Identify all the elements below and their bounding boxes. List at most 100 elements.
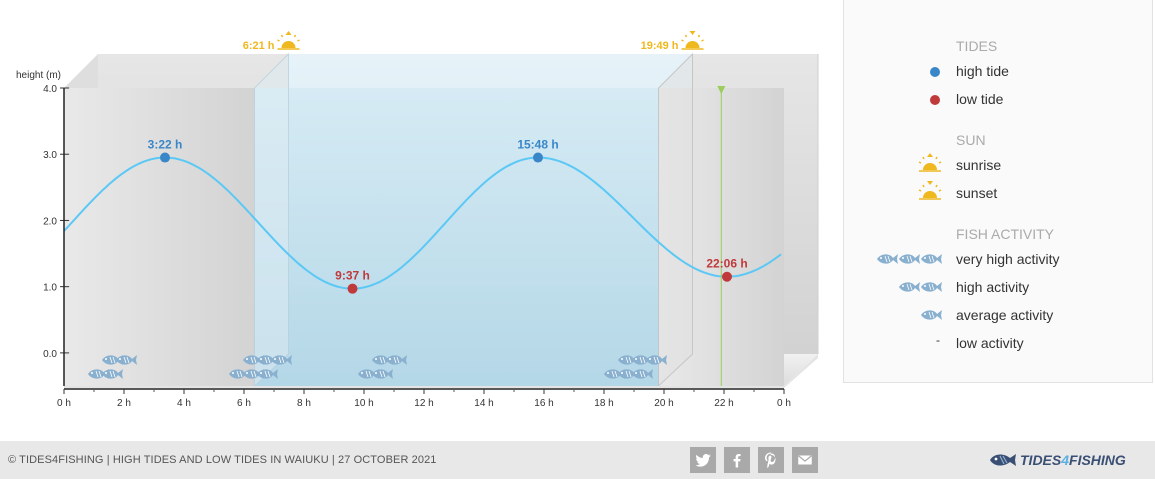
fish-icon bbox=[618, 369, 639, 379]
fish-icon bbox=[899, 282, 942, 292]
legend-sunrise-label: sunrise bbox=[956, 157, 1002, 173]
low-activity-symbol: - bbox=[936, 333, 940, 347]
legend-low-activity: - low activity bbox=[844, 333, 1154, 355]
tide-time-label: 3:22 h bbox=[148, 138, 183, 152]
low-tide-point bbox=[347, 283, 358, 294]
x-tick-label: 12 h bbox=[414, 398, 433, 409]
email-icon bbox=[798, 455, 812, 465]
legend-high-tide: high tide bbox=[844, 61, 1154, 83]
fish-icon bbox=[229, 369, 250, 379]
fish-icon bbox=[243, 355, 264, 365]
fish-icon bbox=[358, 369, 379, 379]
x-tick-label: 6 h bbox=[237, 398, 251, 409]
facebook-share-button[interactable] bbox=[724, 447, 750, 473]
fish-logo-icon: TIDES4FISHING bbox=[990, 452, 1126, 468]
fish-activity-layer bbox=[88, 355, 667, 379]
high-tide-point bbox=[160, 152, 171, 163]
fish-icon bbox=[921, 282, 942, 292]
fish-icon bbox=[243, 369, 264, 379]
x-tick-label: 4 h bbox=[177, 398, 191, 409]
x-tick-label: 16 h bbox=[534, 398, 553, 409]
fish-icon bbox=[618, 355, 639, 365]
y-tick-label: 1.0 bbox=[43, 283, 57, 294]
fish-icon bbox=[877, 254, 942, 264]
legend-fish-heading: FISH ACTIVITY bbox=[956, 226, 1055, 242]
legend-sunset-label: sunset bbox=[956, 185, 998, 201]
y-tick-label: 4.0 bbox=[43, 84, 57, 95]
sunset-time-label: 19:49 h bbox=[641, 40, 679, 52]
legend-low-tide-label: low tide bbox=[956, 91, 1004, 107]
brand-text: TIDES4FISHING bbox=[1020, 452, 1126, 468]
fish-icon bbox=[899, 282, 920, 292]
y-tick-label: 2.0 bbox=[43, 216, 57, 227]
night-front-panel bbox=[64, 88, 255, 386]
chart-axes: height (m) 4.0 3.0 2.0 1.0 0.0 0 h 2 h 4 h 6 h 8 … bbox=[16, 70, 791, 409]
sunrise-divider-plane bbox=[254, 52, 289, 388]
tide-curve bbox=[63, 156, 782, 290]
sunrise-icon bbox=[918, 153, 942, 172]
fish-icon bbox=[877, 254, 898, 264]
low-tide-dot-icon bbox=[930, 95, 940, 105]
legend-low-label: low activity bbox=[956, 335, 1024, 351]
sunrise-time-label: 6:21 h bbox=[243, 40, 275, 52]
fish-icon bbox=[116, 355, 137, 365]
legend-average-activity: average activity bbox=[844, 305, 1154, 327]
fish-icon bbox=[386, 355, 407, 365]
facebook-icon bbox=[733, 454, 741, 468]
fish-icon bbox=[257, 355, 278, 365]
sunset-divider-plane bbox=[658, 52, 694, 388]
x-tick-label: 20 h bbox=[654, 398, 673, 409]
email-share-button[interactable] bbox=[792, 447, 818, 473]
legend-low-tide: low tide bbox=[844, 89, 1154, 111]
fish-icon bbox=[646, 355, 667, 365]
fish-icon bbox=[604, 369, 625, 379]
high-tide-dot-icon bbox=[930, 67, 940, 77]
y-axis-title: height (m) bbox=[16, 70, 61, 81]
tide-curve-layer bbox=[63, 152, 782, 294]
legend-very-high-label: very high activity bbox=[956, 251, 1060, 267]
chart-labels: 3:22 h 9:37 h 15:48 h 22:06 h 6:21 h 19:49 h bbox=[148, 31, 748, 386]
legend-very-high-activity: very high activity bbox=[844, 249, 1154, 271]
x-tick-label: 0 h bbox=[57, 398, 71, 409]
sunset-icon bbox=[918, 181, 942, 200]
fish-icon bbox=[632, 369, 653, 379]
tide-chart: height (m) 4.0 3.0 2.0 1.0 0.0 0 h 2 h 4 h 6 h 8 … bbox=[16, 31, 819, 409]
y-tick-label: 3.0 bbox=[43, 150, 57, 161]
sunset-icon bbox=[918, 181, 942, 200]
high-tide-point bbox=[533, 152, 543, 163]
x-tick-label: 8 h bbox=[297, 398, 311, 409]
fish-icon bbox=[88, 369, 109, 379]
tide-time-label: 9:37 h bbox=[335, 269, 370, 283]
fish-icon bbox=[372, 369, 393, 379]
legend-high-label: high activity bbox=[956, 279, 1030, 295]
legend-tides-heading: TIDES bbox=[956, 38, 998, 54]
low-tide-point bbox=[722, 271, 732, 282]
x-tick-label: 2 h bbox=[117, 398, 131, 409]
tide-time-label: 22:06 h bbox=[706, 257, 747, 271]
legend-high-tide-label: high tide bbox=[956, 63, 1009, 79]
fish-icon bbox=[102, 355, 123, 365]
fish-icon bbox=[271, 355, 292, 365]
y-tick-label: 0.0 bbox=[43, 349, 57, 360]
twitter-icon bbox=[695, 454, 711, 467]
pinterest-icon bbox=[765, 452, 776, 469]
legend-sunrise: sunrise bbox=[844, 153, 1154, 177]
fish-icon bbox=[921, 254, 942, 264]
fish-icon bbox=[921, 310, 942, 320]
x-tick-label: 18 h bbox=[594, 398, 613, 409]
current-time-marker bbox=[717, 86, 726, 94]
chart-background bbox=[64, 52, 819, 388]
footer-bar: © TIDES4FISHING | HIGH TIDES AND LOW TID… bbox=[0, 441, 1155, 479]
legend-sun-heading: SUN bbox=[956, 132, 986, 148]
footer-copyright: © TIDES4FISHING | HIGH TIDES AND LOW TID… bbox=[8, 454, 437, 466]
twitter-share-button[interactable] bbox=[690, 447, 716, 473]
brand-logo: TIDES4FISHING bbox=[988, 449, 1148, 471]
pinterest-share-button[interactable] bbox=[758, 447, 784, 473]
legend-high-activity: high activity bbox=[844, 277, 1154, 299]
fish-icon bbox=[102, 369, 123, 379]
legend-panel: TIDES high tide low tide SUN sunrise sun… bbox=[843, 0, 1153, 383]
fish-icon bbox=[257, 369, 278, 379]
fish-icon bbox=[372, 355, 393, 365]
fish-icon bbox=[899, 254, 920, 264]
x-tick-label: 22 h bbox=[714, 398, 733, 409]
